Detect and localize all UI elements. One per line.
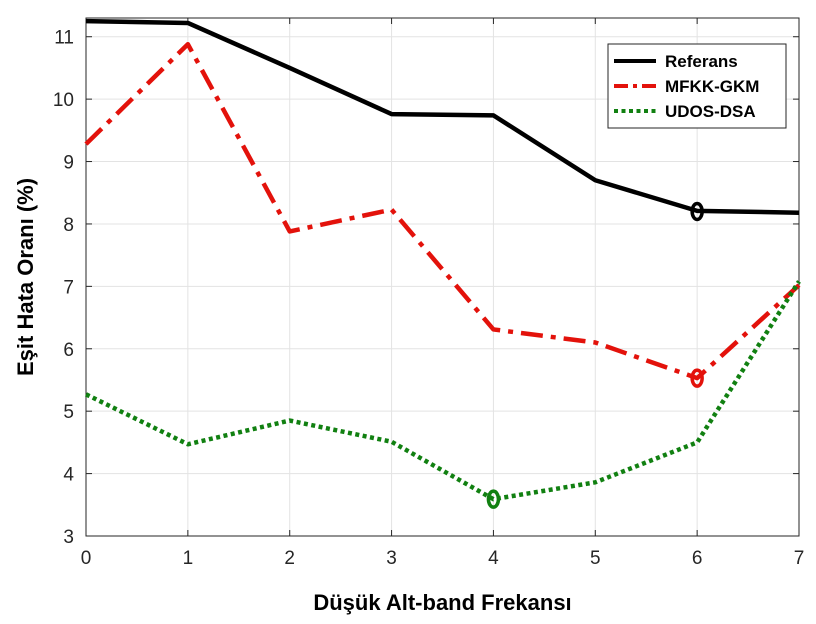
- legend: Referans MFKK-GKM UDOS-DSA: [607, 43, 787, 129]
- y-tick-label: 5: [63, 402, 74, 423]
- y-tick-label: 3: [63, 527, 74, 548]
- legend-label: UDOS-DSA: [665, 102, 756, 121]
- y-tick-label: 6: [63, 340, 74, 361]
- legend-box: [607, 43, 787, 129]
- x-tick-label: 1: [183, 548, 194, 569]
- min-marker-udos-dsa: [486, 489, 501, 509]
- min-marker-mfkk-gkm: [690, 368, 704, 388]
- legend-items: Referans MFKK-GKM UDOS-DSA: [614, 52, 759, 121]
- legend-label: MFKK-GKM: [665, 77, 759, 96]
- series-line-mfkk-gkm: [84, 41, 801, 381]
- legend-label: Referans: [665, 52, 738, 71]
- x-tick-label: 6: [692, 548, 703, 569]
- grid: [85, 18, 800, 537]
- y-tick-label: 11: [54, 28, 74, 49]
- y-tick-label: 10: [53, 90, 74, 111]
- y-tick-label: 4: [63, 465, 74, 486]
- x-tick-label: 7: [794, 548, 805, 569]
- series-line-udos-dsa: [85, 280, 801, 502]
- y-tick-label: 9: [63, 153, 74, 174]
- axis-ticks: 0 1 2 3 4 5 6 7 3 4 5 6 7 8 9 10 11: [53, 18, 804, 569]
- series-line-referans: [85, 18, 800, 215]
- x-tick-label: 3: [386, 548, 397, 569]
- x-axis-label: Düşük Alt-band Frekansı: [313, 590, 571, 615]
- y-tick-label: 8: [63, 215, 74, 236]
- x-tick-label: 5: [590, 548, 601, 569]
- plot-frame: [85, 17, 800, 537]
- x-tick-label: 4: [488, 548, 499, 569]
- y-axis-label: Eşit Hata Oranı (%): [13, 178, 38, 376]
- y-tick-label: 7: [63, 277, 74, 298]
- x-tick-label: 2: [284, 548, 295, 569]
- min-marker-referans: [690, 201, 704, 222]
- x-tick-label: 0: [81, 548, 92, 569]
- series-lines: [84, 18, 801, 509]
